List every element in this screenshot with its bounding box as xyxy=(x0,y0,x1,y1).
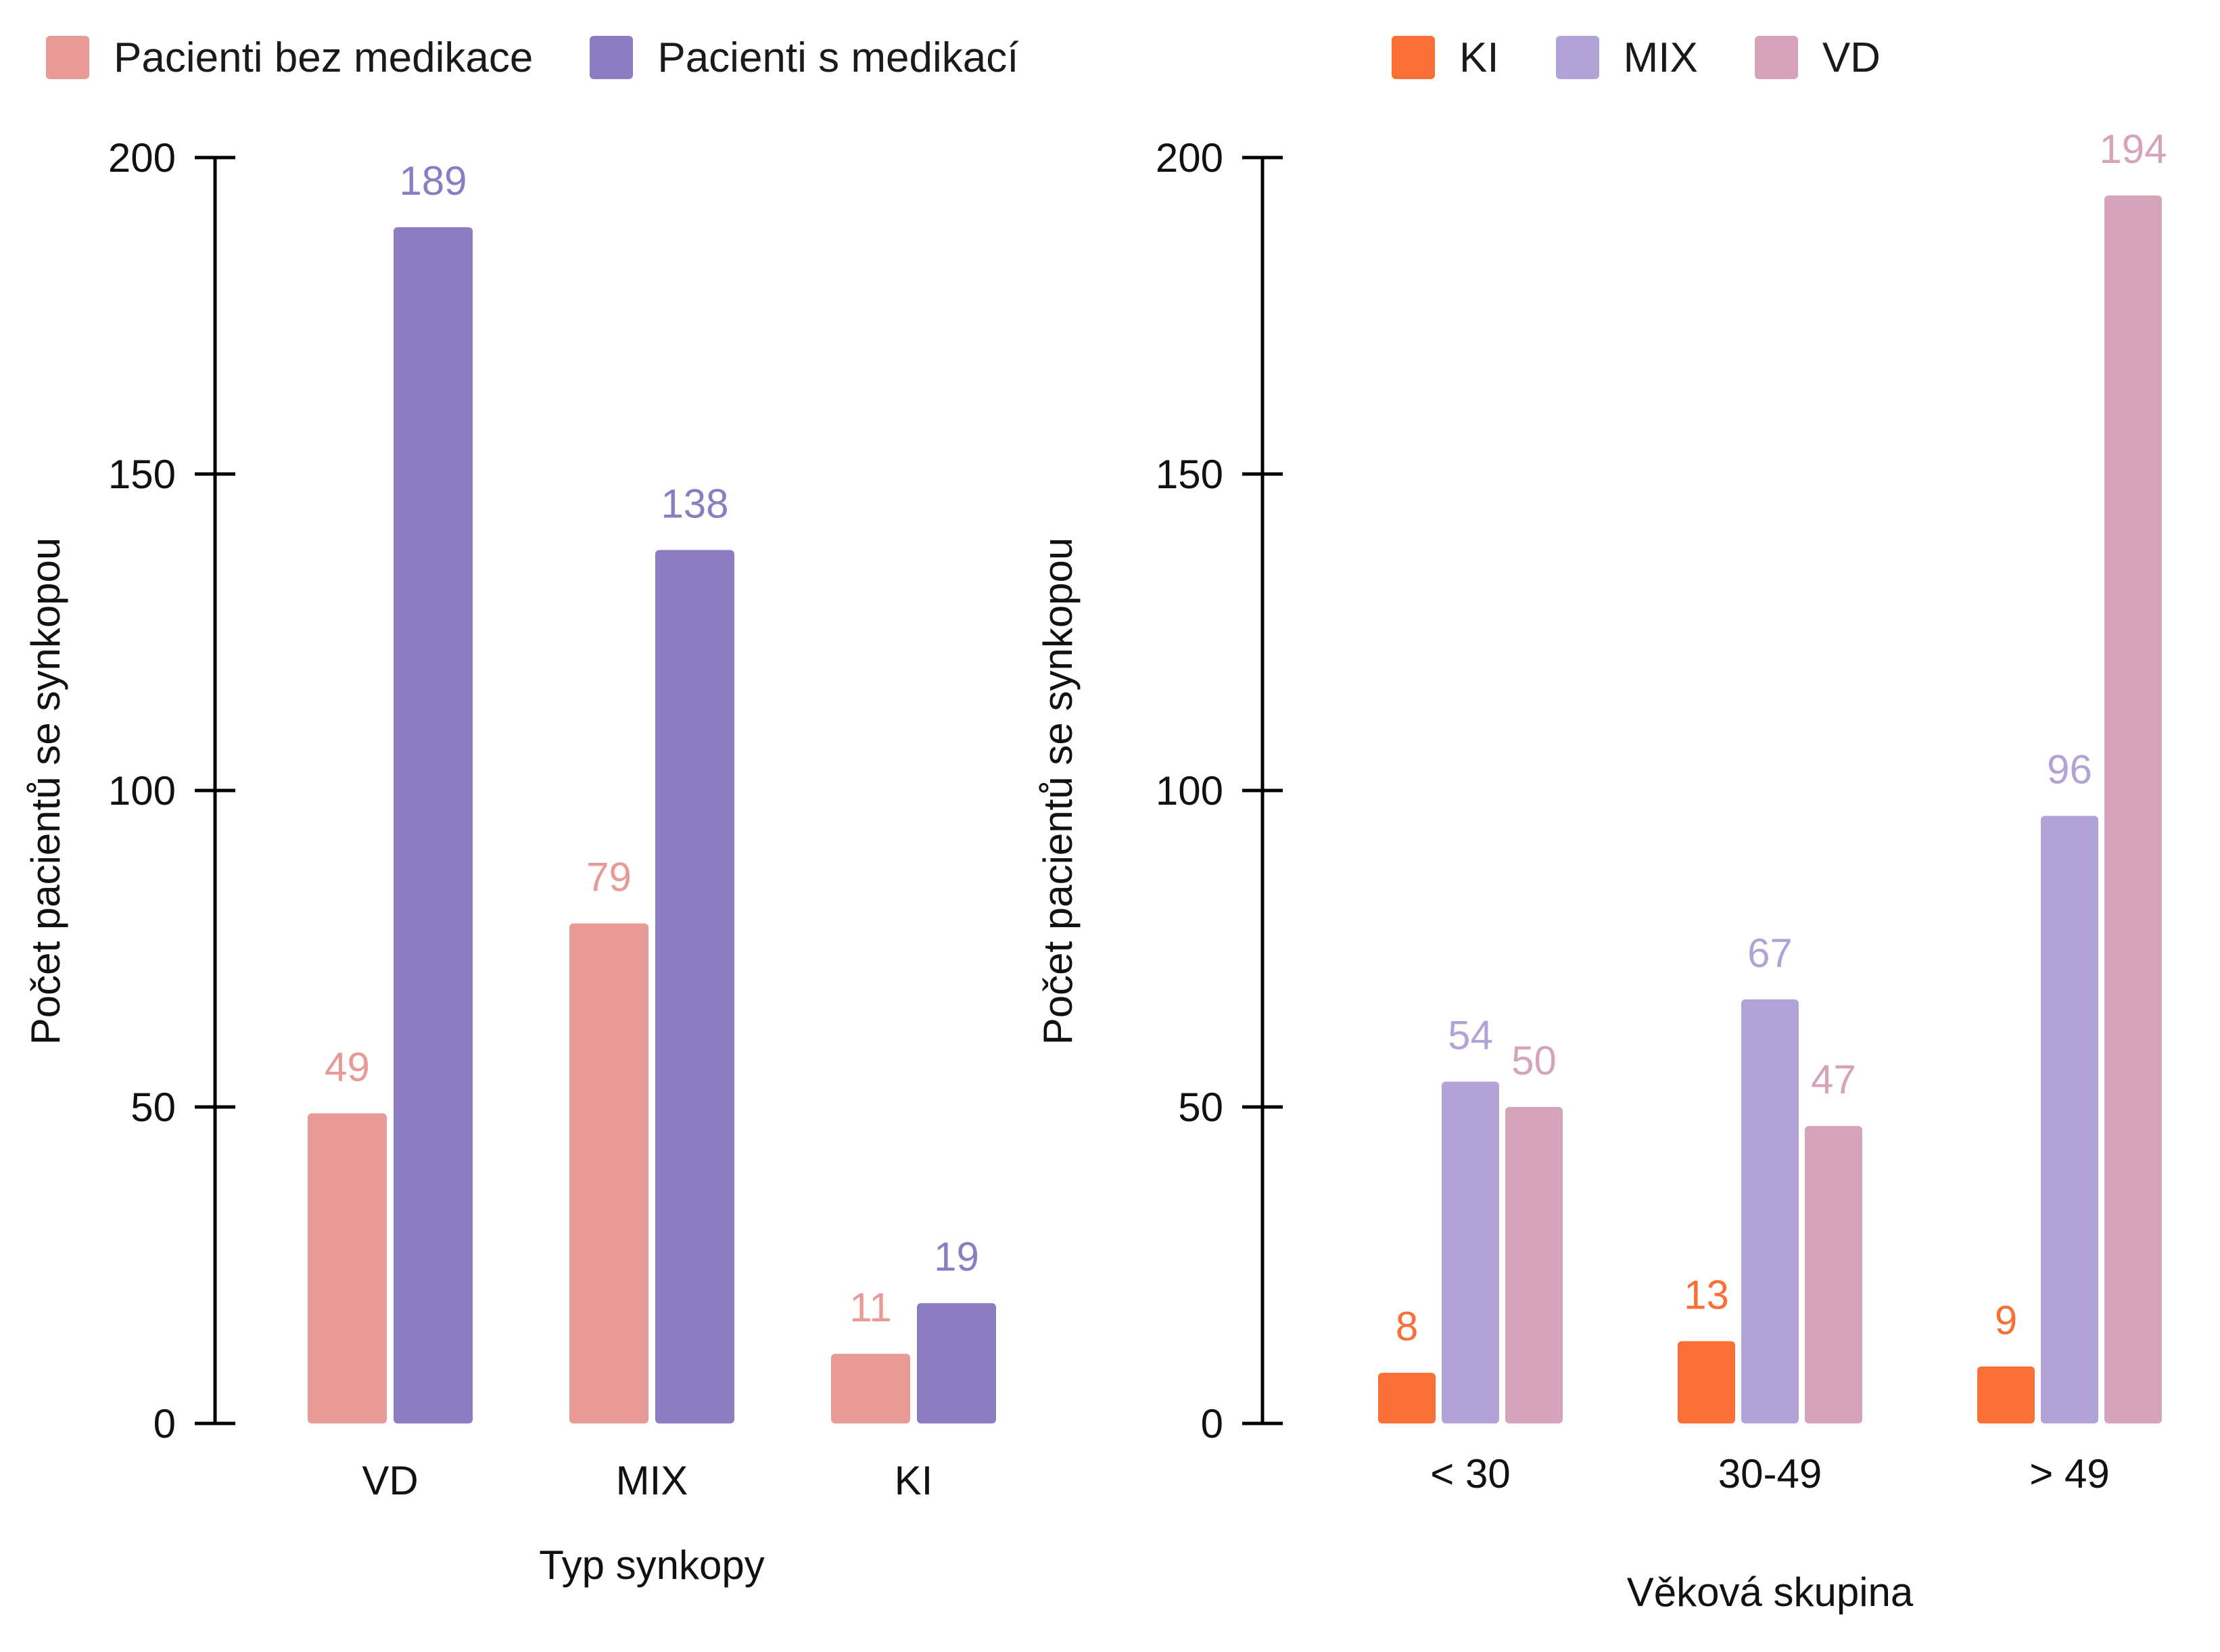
y-tick-label: 150 xyxy=(108,452,176,497)
y-axis-title: Počet pacientů se synkopou xyxy=(1035,538,1081,1045)
data-label: 54 xyxy=(1448,1013,1493,1058)
x-axis-title: Věková skupina xyxy=(1627,1570,1914,1615)
bar xyxy=(1678,1341,1735,1423)
legend-swatch xyxy=(1392,36,1435,79)
y-tick-label: 0 xyxy=(153,1401,176,1446)
legend-item: VD xyxy=(1754,34,1881,82)
data-label: 13 xyxy=(1684,1272,1729,1317)
legend-label: VD xyxy=(1822,34,1881,81)
legend-swatch xyxy=(1555,36,1599,79)
data-label: 189 xyxy=(399,158,467,204)
legend-left: Pacienti bez medikace Pacienti s medikací xyxy=(46,27,1075,88)
bar xyxy=(2104,195,2162,1423)
x-tick-label: 30-49 xyxy=(1718,1451,1822,1496)
bar xyxy=(1977,1366,2035,1423)
legend-item: Pacienti bez medikace xyxy=(46,34,533,82)
legend-item: Pacienti s medikací xyxy=(590,34,1018,82)
data-label: 138 xyxy=(661,481,728,526)
bar xyxy=(1378,1373,1436,1423)
data-label: 49 xyxy=(325,1044,370,1089)
y-tick-label: 50 xyxy=(131,1085,176,1130)
y-tick-label: 200 xyxy=(108,135,176,181)
legend-label: Pacienti s medikací xyxy=(657,34,1019,81)
legend-swatch xyxy=(46,36,89,79)
data-label: 50 xyxy=(1511,1038,1557,1083)
legend-swatch xyxy=(1754,36,1798,79)
y-tick-label: 0 xyxy=(1201,1401,1223,1446)
y-tick-label: 50 xyxy=(1178,1085,1223,1130)
x-tick-label: VD xyxy=(362,1458,418,1503)
legend-swatch xyxy=(590,36,634,79)
legend-label: MIX xyxy=(1623,34,1698,81)
x-tick-label: KI xyxy=(895,1458,933,1503)
bar xyxy=(1805,1126,1862,1423)
legend-label: Pacienti bez medikace xyxy=(114,34,534,81)
bar xyxy=(831,1354,910,1423)
data-label: 194 xyxy=(2099,126,2167,172)
legend-item: MIX xyxy=(1555,34,1698,82)
y-tick-label: 100 xyxy=(1156,768,1223,813)
data-label: 47 xyxy=(1811,1057,1856,1102)
x-tick-label: > 49 xyxy=(2029,1451,2109,1496)
data-label: 8 xyxy=(1396,1304,1418,1349)
bar xyxy=(917,1303,996,1423)
bar xyxy=(308,1113,387,1423)
y-tick-label: 200 xyxy=(1156,135,1223,181)
y-tick-label: 150 xyxy=(1156,452,1223,497)
data-label: 96 xyxy=(2047,747,2092,792)
y-axis-title: Počet pacientů se synkopou xyxy=(23,538,68,1045)
bar xyxy=(569,923,648,1423)
data-label: 11 xyxy=(849,1285,891,1330)
bar xyxy=(394,227,473,1424)
data-label: 9 xyxy=(1995,1298,2017,1343)
x-axis-title: Typ synkopy xyxy=(539,1542,765,1588)
legend-item: KI xyxy=(1392,34,1499,82)
legend-label: KI xyxy=(1459,34,1499,81)
bar xyxy=(1505,1107,1563,1423)
bar xyxy=(2041,816,2098,1423)
x-tick-label: MIX xyxy=(616,1458,688,1503)
data-label: 19 xyxy=(934,1234,979,1279)
bar xyxy=(1741,999,1799,1423)
data-label: 79 xyxy=(586,855,632,900)
legend-right: KI MIX VD xyxy=(1392,27,1937,88)
x-tick-label: < 30 xyxy=(1430,1451,1510,1496)
bar xyxy=(655,550,734,1423)
data-label: 67 xyxy=(1747,930,1793,976)
bar xyxy=(1442,1081,1499,1423)
y-tick-label: 100 xyxy=(108,768,176,813)
